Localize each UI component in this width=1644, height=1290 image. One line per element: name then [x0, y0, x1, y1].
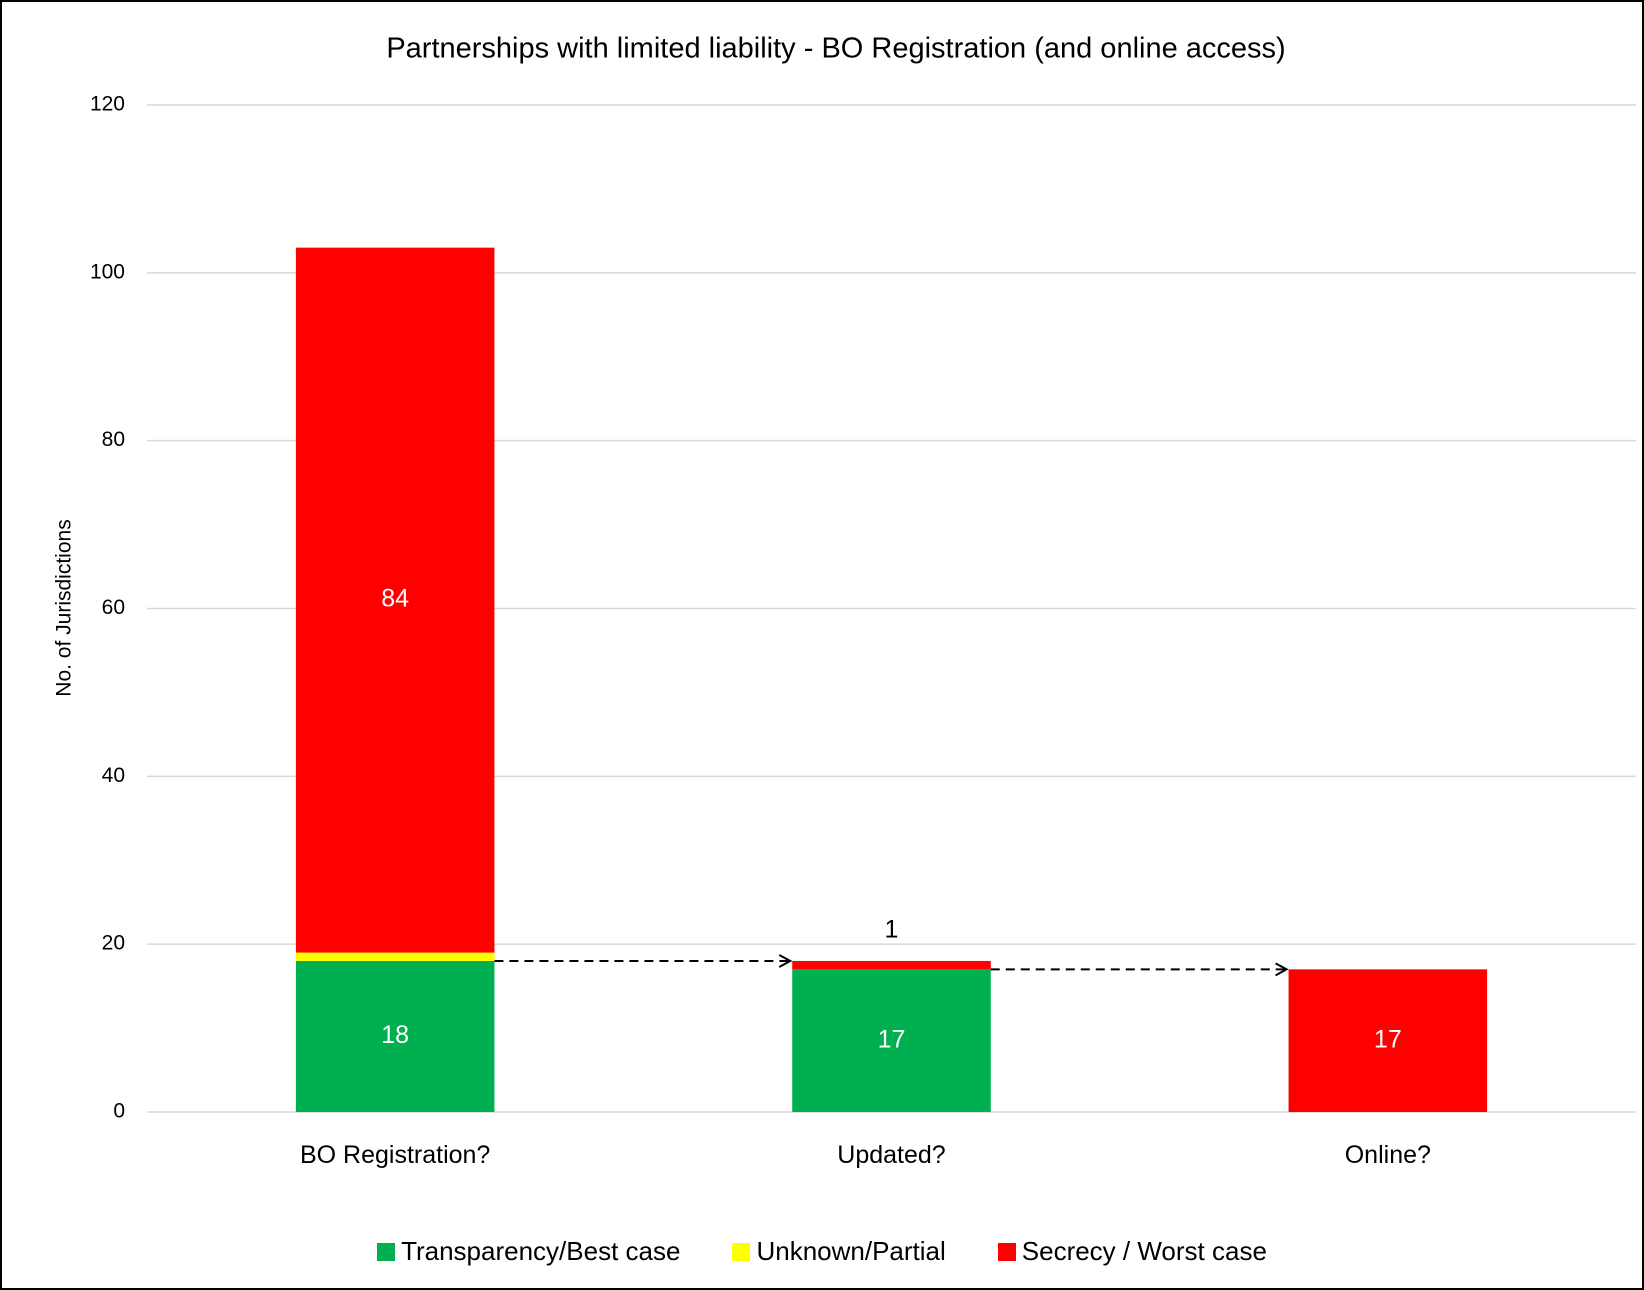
y-tick-label: 120 [90, 93, 125, 116]
y-tick-label: 20 [102, 932, 125, 955]
data-label: 84 [381, 585, 409, 613]
x-tick-label: Updated? [837, 1141, 946, 1169]
legend-swatch [377, 1242, 396, 1261]
legend-swatch [732, 1242, 751, 1261]
legend-label: Transparency/Best case [401, 1236, 681, 1266]
y-tick-label: 40 [102, 764, 125, 787]
legend-item: Unknown/Partial [732, 1236, 946, 1267]
data-label: 1 [885, 916, 899, 944]
data-label: 17 [1374, 1025, 1402, 1053]
bar-segment [295, 960, 495, 1112]
data-label: 18 [381, 1021, 409, 1049]
bar-segment [295, 247, 495, 953]
bar-segment [792, 969, 991, 1112]
x-tick-label: Online? [1344, 1141, 1431, 1169]
legend-item: Transparency/Best case [377, 1236, 680, 1267]
legend-label: Secrecy / Worst case [1021, 1236, 1267, 1266]
legend-label: Unknown/Partial [756, 1236, 946, 1266]
bar-segment [1288, 969, 1488, 1112]
y-axis-label: No. of Jurisdictions [53, 519, 76, 696]
legend: Transparency/Best case Unknown/Partial Sec… [0, 1236, 1644, 1267]
y-tick-label: 80 [102, 428, 125, 451]
y-tick-label: 0 [113, 1100, 125, 1123]
x-tick-label: BO Registration? [299, 1141, 491, 1169]
legend-swatch [997, 1242, 1016, 1261]
chart-title: Partnerships with limited liability - BO… [386, 33, 1285, 65]
legend-item: Secrecy / Worst case [997, 1236, 1267, 1267]
data-label: 17 [878, 1025, 906, 1053]
bar-segment [295, 952, 495, 961]
y-tick-label: 100 [90, 260, 125, 283]
y-tick-label: 60 [102, 596, 125, 619]
bar-segment [792, 960, 991, 970]
